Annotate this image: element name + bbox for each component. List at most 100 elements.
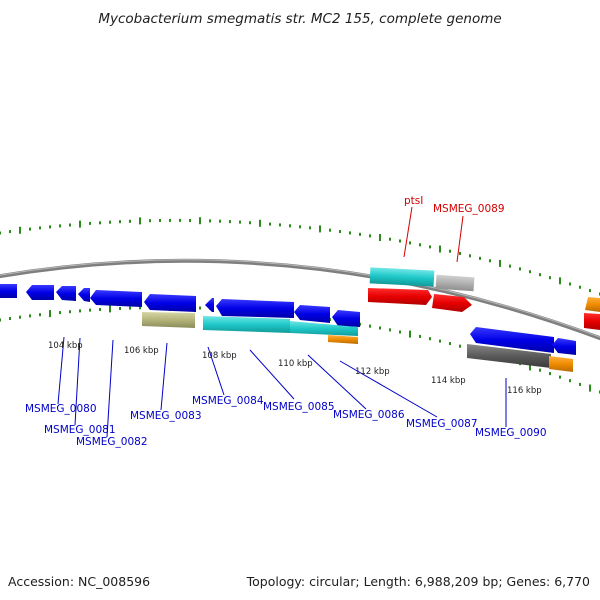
tick-mark <box>209 219 211 223</box>
topology-text: Topology: circular; Length: 6,988,209 bp… <box>246 574 590 589</box>
gene-msmeg-0082-cds[interactable] <box>90 290 142 307</box>
tick-mark <box>9 230 11 234</box>
tick-mark <box>59 224 61 228</box>
gene-msmeg-0086-cds[interactable] <box>332 310 360 327</box>
tick-mark <box>59 311 61 315</box>
gene-label-ptsi[interactable]: ptsI <box>404 195 423 207</box>
gene-msmeg-0085-rna[interactable] <box>290 321 358 336</box>
gene-msmeg-0090-orange[interactable] <box>549 356 573 372</box>
tick-mark <box>129 306 131 310</box>
tick-mark <box>309 226 311 230</box>
tick-mark <box>199 217 201 225</box>
leader-msmeg-0081 <box>74 337 81 426</box>
tick-mark <box>179 218 181 222</box>
gene-msmeg-0080-cds[interactable] <box>26 285 54 300</box>
leader-msmeg-0084 <box>207 346 225 396</box>
gene-right-edge-red[interactable] <box>584 313 600 330</box>
tick-mark <box>79 220 81 228</box>
tick-mark <box>559 375 561 379</box>
tick-mark <box>89 308 91 312</box>
tick-mark <box>349 231 351 235</box>
gene-right-edge-orange[interactable] <box>585 297 600 312</box>
tick-mark <box>19 226 21 234</box>
tick-mark <box>439 245 441 253</box>
gene-label-msmeg-0086[interactable]: MSMEG_0086 <box>333 409 405 421</box>
gene-msmeg-0084-cds[interactable] <box>216 299 294 318</box>
tick-mark <box>329 228 331 232</box>
tick-mark <box>229 220 231 224</box>
tick-mark <box>69 223 71 227</box>
scale-label: 106 kbp <box>124 346 159 356</box>
gene-msmeg-0085-cds[interactable] <box>294 305 330 323</box>
tick-mark <box>409 241 411 245</box>
tick-mark <box>239 220 241 224</box>
tick-mark <box>339 230 341 233</box>
tick-mark <box>189 219 191 222</box>
gene-msmeg-0089-gray[interactable] <box>435 274 475 292</box>
tick-mark <box>459 344 461 348</box>
tick-mark <box>299 225 301 229</box>
gene-label-msmeg-0083[interactable]: MSMEG_0083 <box>130 410 202 422</box>
tick-mark <box>389 328 391 332</box>
tick-mark <box>259 219 261 227</box>
tick-mark <box>0 318 1 322</box>
tick-mark <box>549 372 551 376</box>
gene-ptsi-rna[interactable] <box>369 267 435 287</box>
tick-mark <box>459 252 461 255</box>
tick-mark <box>369 324 371 328</box>
gene-msmeg-0084-rna-a[interactable] <box>203 316 290 333</box>
tick-mark <box>29 314 31 318</box>
tick-mark <box>589 289 591 293</box>
tick-mark <box>469 254 471 258</box>
gene-msmeg-0081-cds[interactable] <box>56 286 76 301</box>
tick-mark <box>399 330 401 334</box>
tick-mark <box>529 363 531 371</box>
gene-msmeg-0083-pseudo[interactable] <box>142 312 195 328</box>
scale-label: 110 kbp <box>278 359 313 369</box>
scale-label: 112 kbp <box>355 367 390 377</box>
gene-msmeg-0081b-cds[interactable] <box>78 288 90 302</box>
leader-msmeg-0082 <box>106 339 114 438</box>
gene-label-msmeg-0089[interactable]: MSMEG_0089 <box>433 203 505 215</box>
gene-msmeg-0083-cds[interactable] <box>144 294 196 312</box>
tick-mark <box>489 259 491 263</box>
tick-mark <box>219 219 221 223</box>
tick-mark <box>449 342 451 346</box>
tick-mark <box>69 310 71 314</box>
tick-mark <box>399 239 401 243</box>
tick-mark <box>249 221 251 225</box>
tick-mark <box>319 225 321 233</box>
gene-msmeg-0090-gray[interactable] <box>467 344 551 368</box>
tick-mark <box>159 219 161 222</box>
gene-left-edge-blue[interactable] <box>0 284 17 298</box>
gene-label-msmeg-0082[interactable]: MSMEG_0082 <box>76 436 148 448</box>
tick-mark <box>129 219 131 223</box>
tick-mark <box>379 326 381 330</box>
tick-mark <box>269 222 271 226</box>
gene-label-msmeg-0084[interactable]: MSMEG_0084 <box>192 395 264 407</box>
tick-mark <box>539 368 541 372</box>
tick-mark <box>589 384 591 392</box>
gene-msmeg-0084-small[interactable] <box>205 298 214 312</box>
tick-mark <box>429 337 431 341</box>
gene-label-msmeg-0090[interactable]: MSMEG_0090 <box>475 427 547 439</box>
gene-label-msmeg-0081[interactable]: MSMEG_0081 <box>44 424 116 436</box>
tick-mark <box>379 234 381 241</box>
gene-msmeg-0086-orange[interactable] <box>328 335 358 344</box>
leader-msmeg-0089 <box>456 215 464 263</box>
gene-ptsi-cds[interactable] <box>368 288 432 305</box>
tick-mark <box>569 379 571 383</box>
gene-msmeg-0090-cds[interactable] <box>470 327 554 353</box>
gene-label-msmeg-0080[interactable]: MSMEG_0080 <box>25 403 97 415</box>
gene-msmeg-0090b-cds[interactable] <box>552 338 576 355</box>
gene-label-msmeg-0085[interactable]: MSMEG_0085 <box>263 401 335 413</box>
scale-label: 114 kbp <box>431 376 466 386</box>
scale-label: 116 kbp <box>507 386 542 396</box>
leader-msmeg-0083 <box>160 342 168 411</box>
forward-strand-features <box>368 267 600 330</box>
map-title: Mycobacterium smegmatis str. MC2 155, co… <box>98 11 501 27</box>
gene-msmeg-0089-cds[interactable] <box>432 294 472 312</box>
tick-mark <box>99 221 101 225</box>
gene-label-msmeg-0087[interactable]: MSMEG_0087 <box>406 418 478 430</box>
